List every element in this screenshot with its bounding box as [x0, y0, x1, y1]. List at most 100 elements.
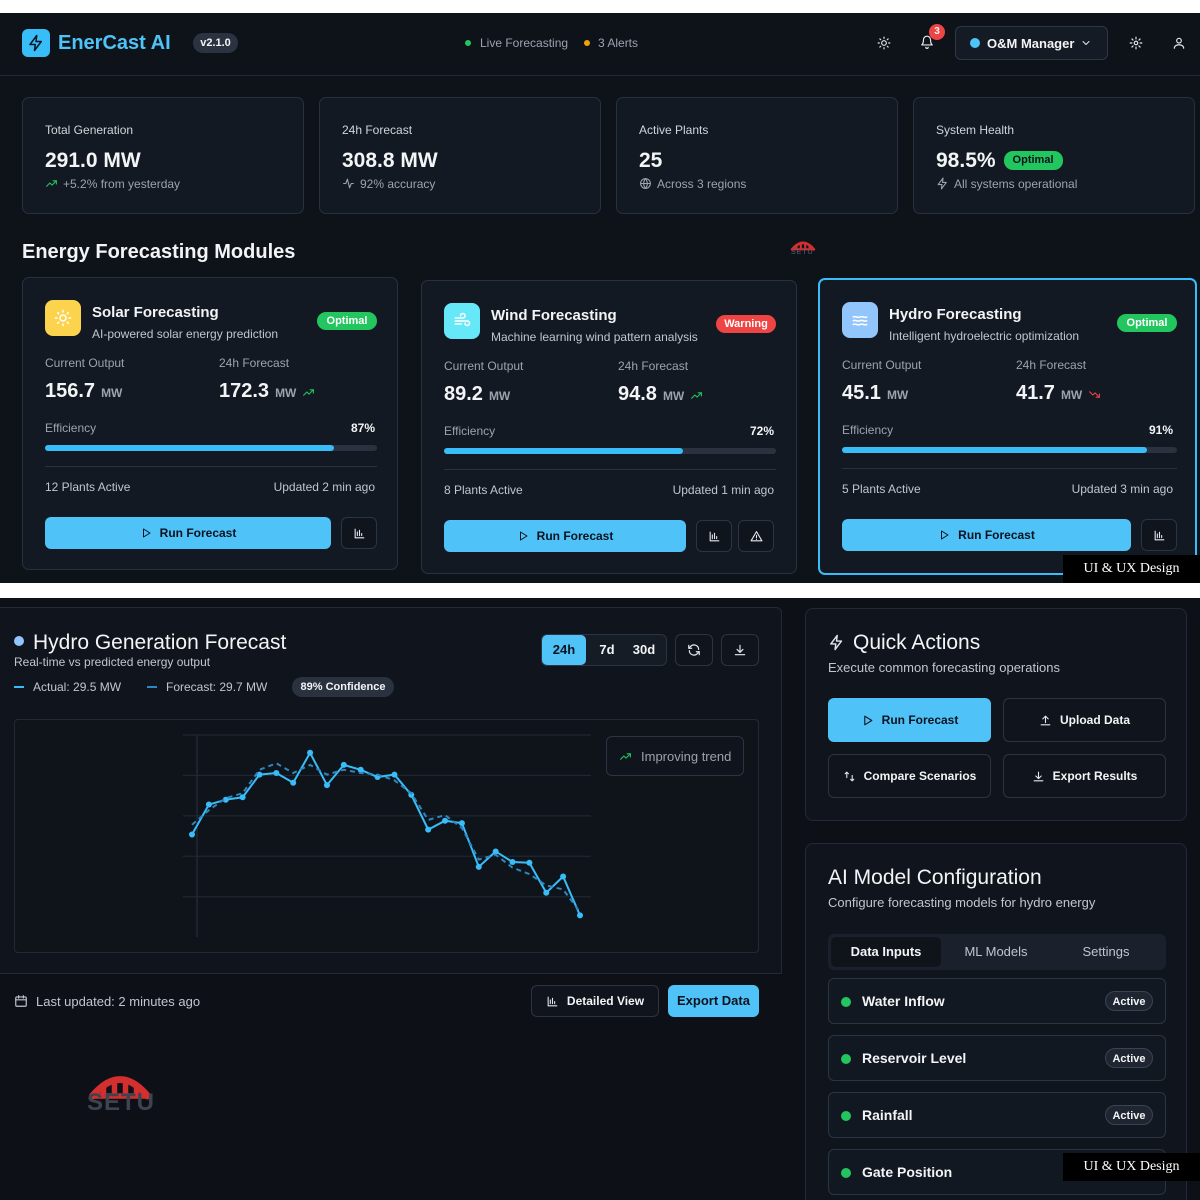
module-title: Hydro Forecasting [889, 306, 1022, 323]
updated: Updated 2 min ago [273, 480, 375, 494]
input-row: Reservoir Level Active [828, 1035, 1166, 1081]
stat-value-row: 308.8 MW [342, 148, 438, 173]
refresh-button[interactable] [675, 634, 713, 666]
stat-value: 308.8 MW [342, 149, 438, 172]
output-label: Current Output [842, 358, 922, 372]
run-forecast-button[interactable]: Run Forecast [444, 520, 686, 552]
module-card: Hydro Forecasting Intelligent hydroelectr… [818, 278, 1197, 575]
role: O&M Manager [987, 36, 1075, 51]
data-point [577, 912, 583, 919]
chart-button[interactable] [696, 520, 732, 552]
efficiency-bar [444, 448, 684, 454]
confidence: 89% Confidence [292, 677, 394, 697]
stat-note-icon [46, 180, 57, 187]
range-button[interactable]: 30d [632, 642, 656, 657]
efficiency-value: 87% [350, 421, 375, 435]
alerts: 3 Alerts [598, 36, 639, 50]
data-point [458, 820, 465, 827]
plants: 8 Plants Active [444, 483, 523, 497]
module-card: Wind Forecasting Machine learning wind pa… [421, 280, 797, 574]
divider [444, 469, 776, 470]
output-unit: MW [101, 386, 123, 400]
run-forecast-button[interactable]: Run Forecast [842, 519, 1131, 551]
input-name: Reservoir Level [862, 1050, 967, 1066]
role-menu[interactable]: O&M Manager [955, 26, 1108, 60]
ai-config-title: AI Model Configuration [828, 866, 1042, 889]
setu-logo-mark [89, 1076, 151, 1100]
quick-action-button[interactable]: Export Results [1003, 754, 1166, 798]
data-point [475, 863, 482, 870]
stat-note: All systems operational [954, 177, 1078, 191]
quick-action-button[interactable]: Compare Scenarios [828, 754, 991, 798]
output-unit: MW [662, 389, 685, 403]
data-point [560, 873, 567, 880]
download-button[interactable] [721, 634, 759, 666]
module-glyph [852, 315, 868, 326]
alert-button[interactable] [738, 520, 774, 552]
status-dot [465, 40, 471, 46]
efficiency-value: 91% [1148, 423, 1173, 437]
play-icon [142, 528, 151, 538]
output-label: 24h Forecast [1016, 358, 1087, 372]
action-label: Compare Scenarios [863, 768, 977, 783]
output-row: 156.7 MW [45, 379, 122, 403]
export-data-button[interactable]: Export Data [668, 985, 759, 1017]
version: v2.1.0 [193, 33, 238, 53]
tab[interactable]: Settings [1082, 944, 1130, 959]
output-value: 172.3 [219, 380, 270, 402]
output-value: 156.7 [45, 380, 96, 402]
data-point [425, 826, 432, 833]
input-row: Gate Position [828, 1149, 1166, 1195]
chart-button[interactable] [341, 517, 377, 549]
input-dot [841, 997, 851, 1007]
chart-button[interactable] [1141, 519, 1177, 551]
run-forecast-button[interactable]: Run Forecast [45, 517, 331, 549]
efficiency-label: Efficiency [444, 424, 496, 438]
data-point [323, 782, 330, 789]
efficiency-bar [842, 447, 1147, 453]
tab[interactable]: Data Inputs [831, 937, 941, 967]
chart-icon [709, 531, 719, 541]
output-label: Current Output [45, 356, 125, 370]
input-status: Active [1105, 1105, 1153, 1125]
stat-label: 24h Forecast [342, 123, 413, 137]
output-label: 24h Forecast [219, 356, 290, 370]
output-unit: MW [886, 388, 909, 402]
quick-action-button[interactable]: Run Forecast [828, 698, 991, 742]
stat-value-row: 98.5% Optimal [936, 148, 1063, 173]
output-unit: MW [275, 386, 297, 400]
quick-action-button[interactable]: Upload Data [1003, 698, 1166, 742]
efficiency-value: 72% [749, 424, 774, 438]
theme-toggle [877, 36, 891, 50]
action-icon [1033, 771, 1044, 781]
stat-card: System Health 98.5% Optimal All systems ope… [913, 97, 1195, 214]
button-label: Run Forecast [536, 528, 614, 543]
ai-config-subtitle: Configure forecasting models for hydro e… [828, 895, 1096, 910]
trend-icon [1089, 391, 1101, 398]
warning-icon [750, 530, 762, 541]
module-title: Wind Forecasting [491, 307, 617, 324]
detailed-view-button[interactable]: Detailed View [531, 985, 659, 1017]
data-point [222, 796, 229, 803]
chart-icon [354, 528, 364, 538]
trend-icon [303, 389, 315, 396]
input-row: Water Inflow Active [828, 978, 1166, 1024]
chevron [1082, 41, 1090, 45]
data-point [273, 770, 280, 777]
output-value: 89.2 [444, 383, 483, 405]
module-subtitle: Machine learning wind pattern analysis [491, 330, 698, 344]
tab[interactable]: ML Models [964, 944, 1028, 959]
legend-forecast-swatch [147, 686, 157, 688]
input-name: Gate Position [862, 1164, 953, 1180]
brand: EnerCast AI [58, 32, 171, 54]
data-point [543, 889, 550, 896]
range-button[interactable]: 24h [542, 635, 586, 665]
input-row: Rainfall Active [828, 1092, 1166, 1138]
data-point [391, 771, 398, 778]
play-icon [519, 531, 528, 541]
module-icon [444, 303, 480, 339]
calendar-icon [15, 995, 27, 1007]
range-button[interactable]: 7d [599, 642, 615, 657]
